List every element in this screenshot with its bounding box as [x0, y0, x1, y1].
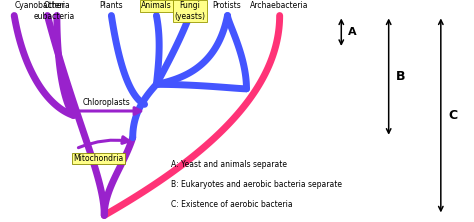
Text: Other
eubacteria: Other eubacteria: [34, 1, 75, 20]
Text: Archaebacteria: Archaebacteria: [250, 1, 309, 10]
Text: Cyanobacteria: Cyanobacteria: [14, 1, 70, 10]
Text: A: Yeast and animals separate: A: Yeast and animals separate: [171, 160, 287, 169]
Text: Plants: Plants: [100, 1, 123, 10]
Text: Mitochondria: Mitochondria: [73, 154, 124, 163]
Text: A: A: [348, 27, 357, 37]
Text: B: Eukaryotes and aerobic bacteria separate: B: Eukaryotes and aerobic bacteria separ…: [171, 180, 342, 189]
Text: C: C: [448, 109, 457, 122]
Text: Fungi
(yeasts): Fungi (yeasts): [174, 1, 205, 20]
Text: Chloroplasts: Chloroplasts: [83, 97, 131, 107]
Text: Protists: Protists: [212, 1, 241, 10]
Text: B: B: [396, 70, 405, 83]
Text: C: Existence of aerobic bacteria: C: Existence of aerobic bacteria: [171, 200, 292, 209]
Text: Animals: Animals: [141, 1, 172, 10]
